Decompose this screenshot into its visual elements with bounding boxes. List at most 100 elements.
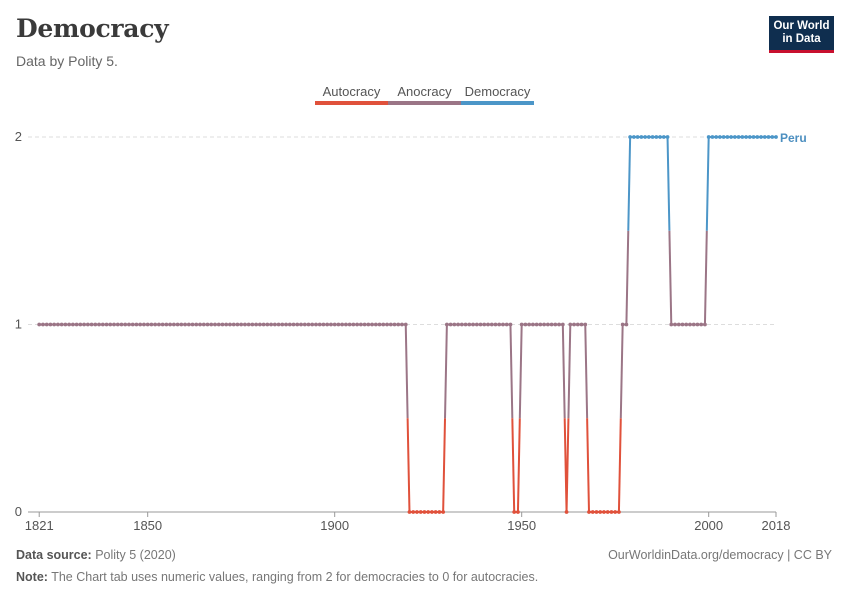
data-point-1964[interactable]: [572, 322, 576, 327]
data-point-2004[interactable]: [721, 135, 726, 139]
data-point-1887[interactable]: [284, 322, 288, 327]
data-point-2008[interactable]: [736, 135, 741, 139]
data-point-1886[interactable]: [280, 322, 285, 327]
data-point-1935[interactable]: [463, 322, 468, 327]
data-point-1830[interactable]: [70, 322, 75, 327]
data-point-1895[interactable]: [314, 322, 318, 327]
data-point-1991[interactable]: [673, 322, 677, 327]
data-point-1907[interactable]: [358, 322, 363, 327]
data-point-1862[interactable]: [190, 322, 195, 327]
data-point-1906[interactable]: [355, 322, 360, 327]
data-point-1879[interactable]: [254, 322, 259, 327]
data-point-1953[interactable]: [531, 322, 535, 327]
data-point-1959[interactable]: [553, 322, 558, 327]
data-point-1864[interactable]: [198, 322, 202, 327]
data-point-1936[interactable]: [467, 322, 472, 327]
data-point-1839[interactable]: [104, 322, 109, 327]
data-point-1856[interactable]: [168, 322, 173, 327]
data-point-1977[interactable]: [620, 322, 625, 327]
data-point-1909[interactable]: [366, 322, 371, 327]
data-point-1852[interactable]: [153, 322, 158, 327]
data-point-1842[interactable]: [115, 322, 120, 327]
data-point-1826[interactable]: [56, 322, 60, 327]
data-point-1885[interactable]: [276, 322, 281, 327]
data-point-1983[interactable]: [643, 135, 647, 139]
data-point-1902[interactable]: [340, 322, 345, 327]
data-point-1904[interactable]: [347, 322, 352, 327]
data-point-1835[interactable]: [89, 322, 94, 327]
data-point-2009[interactable]: [740, 135, 745, 139]
data-point-1823[interactable]: [44, 322, 49, 327]
data-point-1924[interactable]: [422, 510, 427, 514]
data-point-1952[interactable]: [527, 322, 532, 327]
data-point-1971[interactable]: [598, 510, 603, 514]
data-point-1980[interactable]: [631, 135, 636, 139]
data-point-1917[interactable]: [396, 322, 401, 327]
data-point-1997[interactable]: [695, 322, 700, 327]
data-point-1967[interactable]: [583, 322, 588, 327]
data-point-1960[interactable]: [557, 322, 561, 327]
data-point-2000[interactable]: [706, 135, 711, 139]
data-point-1972[interactable]: [602, 510, 606, 514]
data-point-1846[interactable]: [130, 322, 135, 327]
data-point-1840[interactable]: [108, 322, 113, 327]
data-point-1939[interactable]: [478, 322, 483, 327]
data-point-1841[interactable]: [112, 322, 116, 327]
data-point-1994[interactable]: [684, 322, 689, 327]
data-point-1934[interactable]: [459, 322, 464, 327]
data-point-1880[interactable]: [257, 322, 262, 327]
data-point-1929[interactable]: [441, 510, 446, 514]
data-point-2007[interactable]: [732, 135, 737, 139]
data-point-2005[interactable]: [725, 135, 730, 139]
data-point-1905[interactable]: [351, 322, 356, 327]
data-point-1859[interactable]: [179, 322, 184, 327]
data-point-1966[interactable]: [579, 322, 584, 327]
data-point-1990[interactable]: [669, 322, 674, 327]
data-point-1833[interactable]: [82, 322, 86, 327]
data-point-1950[interactable]: [519, 322, 524, 327]
data-point-1954[interactable]: [534, 322, 539, 327]
data-point-2011[interactable]: [747, 135, 752, 139]
data-point-1937[interactable]: [471, 322, 475, 327]
data-point-1838[interactable]: [100, 322, 105, 327]
data-point-1900[interactable]: [332, 322, 337, 327]
data-point-1920[interactable]: [407, 510, 412, 514]
data-point-1855[interactable]: [164, 322, 169, 327]
data-point-1918[interactable]: [400, 322, 404, 327]
data-point-1998[interactable]: [699, 322, 704, 327]
data-point-1836[interactable]: [93, 322, 98, 327]
data-point-1872[interactable]: [228, 322, 232, 327]
data-point-1889[interactable]: [291, 322, 296, 327]
data-point-2017[interactable]: [770, 135, 775, 139]
data-point-1873[interactable]: [231, 322, 236, 327]
data-point-1896[interactable]: [317, 322, 322, 327]
data-point-1941[interactable]: [486, 322, 490, 327]
data-point-1843[interactable]: [119, 322, 124, 327]
data-point-1888[interactable]: [287, 322, 292, 327]
data-point-2013[interactable]: [755, 135, 760, 139]
legend[interactable]: Autocracy Anocracy Democracy: [315, 84, 534, 105]
source-value[interactable]: Polity 5 (2020): [95, 548, 176, 562]
data-point-1922[interactable]: [415, 510, 419, 514]
data-point-1912[interactable]: [377, 322, 382, 327]
data-point-2015[interactable]: [762, 135, 767, 139]
data-point-1986[interactable]: [654, 135, 659, 139]
data-point-1915[interactable]: [388, 322, 393, 327]
data-point-1951[interactable]: [523, 322, 528, 327]
data-point-1961[interactable]: [560, 322, 565, 327]
data-point-1978[interactable]: [624, 322, 629, 327]
data-point-1847[interactable]: [134, 322, 139, 327]
data-point-1825[interactable]: [52, 322, 57, 327]
data-point-1982[interactable]: [639, 135, 644, 139]
data-point-1851[interactable]: [149, 322, 154, 327]
data-point-1979[interactable]: [628, 135, 633, 139]
data-point-1857[interactable]: [171, 322, 176, 327]
data-point-1827[interactable]: [59, 322, 64, 327]
data-point-1881[interactable]: [261, 322, 266, 327]
data-point-1963[interactable]: [568, 322, 573, 327]
data-point-1821[interactable]: [37, 322, 42, 327]
data-point-1883[interactable]: [269, 322, 273, 327]
data-point-1940[interactable]: [482, 322, 487, 327]
data-point-1932[interactable]: [452, 322, 457, 327]
data-point-1984[interactable]: [646, 135, 651, 139]
